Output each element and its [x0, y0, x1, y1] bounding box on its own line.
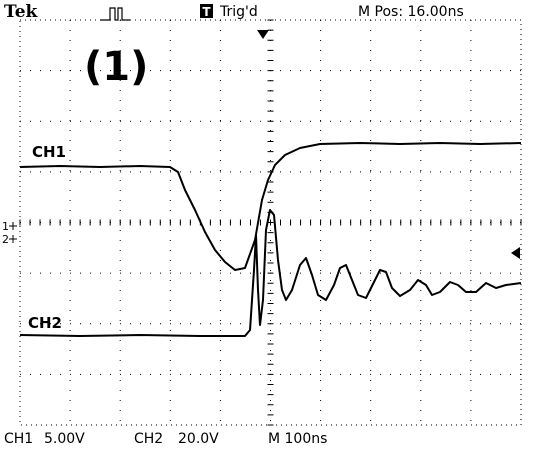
trigger-status: Trig'd	[219, 4, 258, 20]
ch2-footer-label: CH2	[134, 431, 163, 447]
annotation: (1)	[84, 44, 148, 90]
trigger-icon: T	[202, 5, 211, 19]
horizontal-position: M Pos: 16.00ns	[358, 4, 464, 20]
trigger-position-arrow	[257, 30, 269, 39]
trigger-icon-box	[200, 4, 213, 18]
ground-marker-ticks	[9, 222, 17, 243]
ch1-scale: 5.00V	[44, 431, 85, 447]
ch1-ground-marker: 1	[2, 220, 9, 233]
brand: Tek	[4, 2, 39, 22]
trigger-type-icon	[100, 7, 130, 21]
ch1-footer-label: CH1	[4, 431, 33, 447]
trigger-level-arrow	[511, 247, 520, 259]
graticule	[19, 19, 522, 426]
ch2-trace	[19, 209, 522, 337]
ch1-label: CH1	[32, 143, 66, 161]
graticule-border	[19, 19, 522, 426]
ch2-label: CH2	[28, 314, 62, 332]
ch2-scale: 20.0V	[178, 431, 219, 447]
ch1-trace	[19, 142, 522, 271]
timebase: M 100ns	[268, 431, 327, 447]
ch2-ground-marker: 2	[2, 233, 9, 246]
